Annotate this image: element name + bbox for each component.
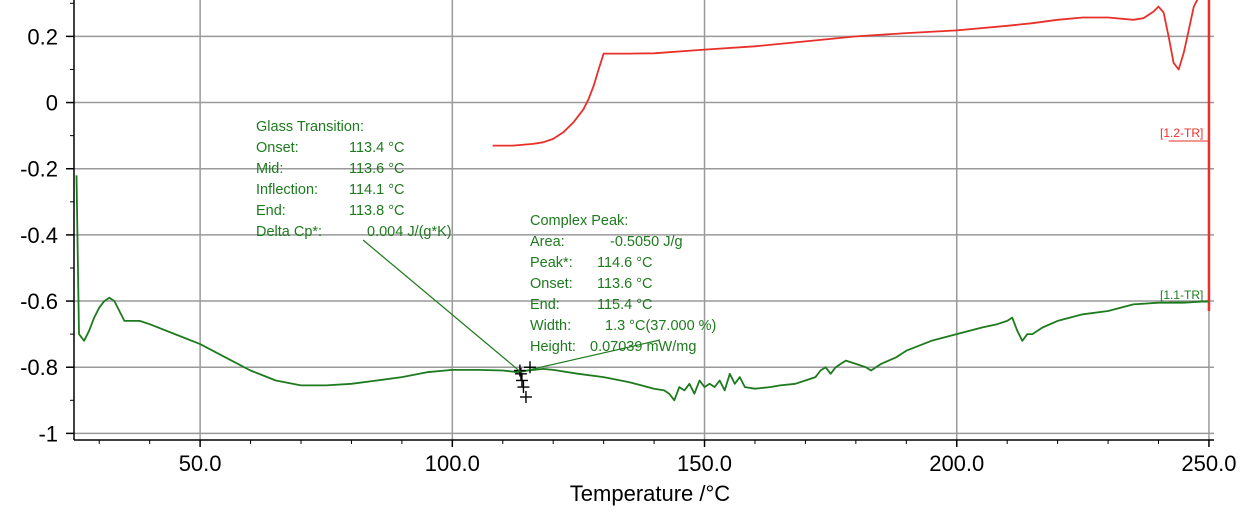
axes: 50.0 100.0 150.0 200.0 250.0 0.2 0 -0.2 -0.4 -0.6… [20,0,1236,476]
complex-peak-annotation: Complex Peak: Area: -0.5050 J/g Peak*: 1… [530,213,716,355]
cp-row-label: Onset: [530,276,573,292]
gt-row-value: 114.1 °C [349,182,405,198]
event-markers [513,361,536,403]
cp-row-value: -0.5050 J/g [610,234,683,250]
cp-row-value: 0.07039 mW/mg [590,339,696,355]
y-tick-label: -0.2 [20,157,58,182]
y-tick-label: 0.2 [27,24,58,49]
cp-row-value: 115.4 °C [597,297,653,313]
y-tick-label: 0 [46,91,58,116]
gt-row-label: End: [256,203,286,219]
series-tag-green: [1.1-TR] [1160,288,1203,302]
x-tick-label: 250.0 [1181,451,1236,476]
cp-row-label: Peak*: [530,255,573,271]
gt-row-value: 113.6 °C [349,161,405,177]
glass-transition-annotation: Glass Transition: Onset: 113.4 °C Mid: 1… [256,119,452,240]
y-tick-label: -1 [38,421,58,446]
cp-row-label: Area: [530,234,565,250]
grid-lines [74,0,1214,440]
x-tick-label: 100.0 [425,451,480,476]
x-axis-title: Temperature /°C [570,481,731,506]
glass-transition-leader [362,239,522,373]
y-tick-label: -0.4 [20,223,58,248]
x-tick-label: 50.0 [179,451,222,476]
cp-row-value: 1.3 °C(37.000 %) [605,318,716,334]
cp-row-label: Width: [530,318,571,334]
y-tick-label: -0.8 [20,355,58,380]
gt-row-label: Delta Cp*: [256,224,322,240]
series-lines [75,0,1211,402]
cp-row-value: 113.6 °C [597,276,653,292]
gt-row-label: Mid: [256,161,283,177]
x-tick-label: 200.0 [929,451,984,476]
gt-row-value: 113.4 °C [349,140,405,156]
cp-row-label: End: [530,297,560,313]
gt-row-value: 113.8 °C [349,203,405,219]
cp-row-label: Height: [530,339,576,355]
complex-peak-heading: Complex Peak: [530,213,628,229]
y-tick-label: -0.6 [20,289,58,314]
gt-row-label: Onset: [256,140,299,156]
complex-peak-leader [525,339,661,372]
cp-row-value: 114.6 °C [597,255,653,271]
series-tag-red: [1.2-TR] [1160,126,1203,140]
gt-row-label: Inflection: [256,182,318,198]
leader-lines [362,239,661,373]
green-series-line [75,175,1210,402]
x-tick-label: 150.0 [677,451,732,476]
gt-row-value: 0.004 J/(g*K) [367,224,452,240]
glass-transition-heading: Glass Transition: [256,119,364,135]
red-series-line [492,0,1199,147]
